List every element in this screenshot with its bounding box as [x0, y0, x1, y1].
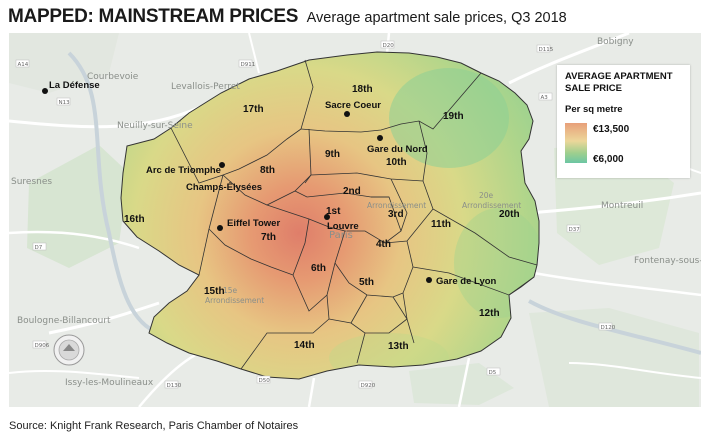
legend: AVERAGE APARTMENT SALE PRICE Per sq metr… — [557, 65, 690, 178]
eiffel-marker — [217, 225, 223, 231]
map-subtitle: Average apartment sale prices, Q3 2018 — [306, 10, 567, 26]
road-a14: A14 — [18, 62, 29, 68]
sacre-marker — [344, 111, 350, 117]
place-15e-2: Arrondissement — [205, 296, 264, 305]
road-d50: D50 — [259, 378, 271, 384]
arc-marker — [219, 162, 225, 168]
label-14th: 14th — [294, 340, 315, 351]
background-roads — [9, 33, 701, 407]
place-issy: Issy-les-Moulineaux — [65, 378, 154, 388]
label-3rd: 3rd — [388, 209, 404, 220]
place-15e-1: 15e — [223, 286, 238, 295]
legend-low-value: €6,000 — [593, 154, 624, 165]
label-9th: 9th — [325, 149, 340, 160]
label-16th: 16th — [124, 214, 145, 225]
road-d5: D5 — [489, 370, 497, 376]
label-12th: 12th — [479, 308, 500, 319]
road-d115: D115 — [539, 47, 554, 53]
label-19th: 19th — [443, 111, 464, 122]
place-levallois: Levallois-Perret — [171, 82, 240, 92]
road-d130: D130 — [167, 383, 182, 389]
place-bobigny: Bobigny — [597, 37, 634, 47]
label-4th: 4th — [376, 239, 391, 250]
label-15th: 15th — [204, 286, 225, 297]
gare-lyon-marker — [426, 277, 432, 283]
header: MAPPED: MAINSTREAM PRICES Average apartm… — [8, 6, 708, 30]
label-7th: 7th — [261, 232, 276, 243]
gare-nord-marker — [377, 135, 383, 141]
la-defense-marker — [42, 88, 48, 94]
landmark-eiffel: Eiffel Tower — [227, 218, 280, 229]
place-20e-2: Arrondissement — [462, 201, 521, 210]
place-suresnes: Suresnes — [11, 177, 52, 187]
label-11th: 11th — [431, 219, 451, 230]
place-3e: Arrondissement — [367, 201, 426, 210]
legend-subtitle: Per sq metre — [565, 104, 623, 115]
road-d911: D911 — [241, 62, 256, 68]
road-d920: D920 — [361, 383, 376, 389]
road-d906: D906 — [35, 343, 50, 349]
legend-title: AVERAGE APARTMENT SALE PRICE — [565, 71, 673, 94]
place-20e-1: 20e — [479, 191, 494, 200]
label-18th: 18th — [352, 84, 373, 95]
louvre-marker — [324, 214, 330, 220]
road-n13: N13 — [59, 100, 71, 106]
label-2nd: 2nd — [343, 186, 361, 197]
arrondissement-labels: 1st 2nd 3rd 4th 5th 6th 7th 8th 9th 10th… — [124, 84, 520, 352]
landmark-gare-lyon: Gare de Lyon — [436, 276, 497, 287]
landmark-sacre: Sacre Coeur — [325, 100, 381, 111]
landmark-champs: Champs-Élysées — [186, 182, 262, 193]
landmark-gare-nord: Gare du Nord — [367, 144, 428, 155]
place-labels: Bobigny Courbevoie Levallois-Perret Neui… — [11, 37, 701, 388]
road-d7: D7 — [35, 245, 43, 251]
paris-outline — [120, 51, 540, 380]
label-5th: 5th — [359, 277, 374, 288]
road-d120: D120 — [601, 325, 616, 331]
label-8th: 8th — [260, 165, 275, 176]
landmarks: La Défense Arc de Triomphe Champs-Élysée… — [42, 80, 497, 287]
place-fontenay: Fontenay-sous- — [634, 256, 701, 266]
label-10th: 10th — [386, 157, 407, 168]
road-d20: D20 — [383, 43, 395, 49]
arrondissement-borders — [170, 59, 538, 370]
label-20th: 20th — [499, 209, 520, 220]
landmark-arc: Arc de Triomphe — [146, 165, 221, 176]
place-montreuil: Montreuil — [601, 201, 643, 211]
legend-high-value: €13,500 — [593, 124, 630, 135]
map-title: MAPPED: MAINSTREAM PRICES — [8, 6, 299, 27]
landmark-louvre: Louvre — [327, 221, 359, 232]
label-13th: 13th — [388, 341, 409, 352]
label-6th: 6th — [311, 263, 326, 274]
place-paris: Paris — [329, 230, 353, 241]
road-d37: D37 — [569, 227, 581, 233]
road-shields: A14 N13 D911 D20 D115 A3 D37 D120 D7 D90… — [15, 40, 616, 389]
road-a3: A3 — [541, 95, 549, 101]
label-17th: 17th — [243, 104, 264, 115]
legend-gradient-bar — [565, 123, 587, 163]
source-note: Source: Knight Frank Research, Paris Cha… — [9, 420, 299, 432]
place-courbevoie: Courbevoie — [87, 72, 139, 82]
place-neuilly: Neuilly-sur-Seine — [117, 121, 193, 131]
seal-icon — [53, 334, 85, 366]
landmark-la-defense: La Défense — [49, 80, 100, 91]
label-1st: 1st — [326, 206, 341, 217]
place-boulogne: Boulogne-Billancourt — [17, 316, 111, 326]
